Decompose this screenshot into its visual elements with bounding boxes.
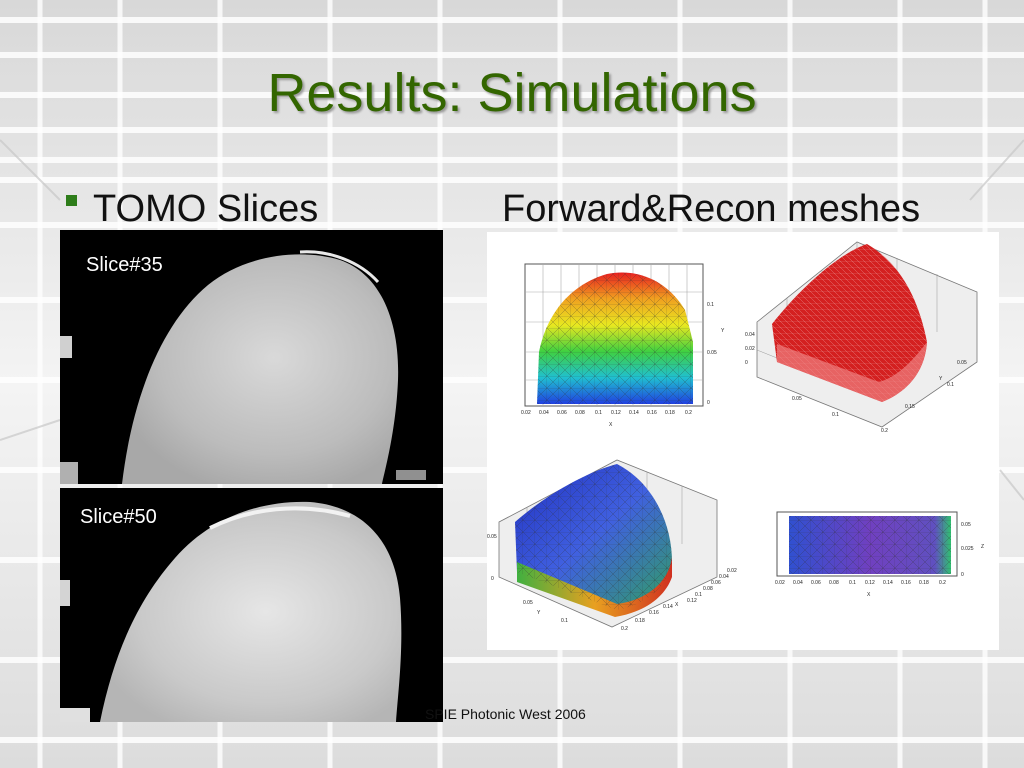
plot2-tick: 0.02	[745, 346, 755, 352]
plot1-ytick: 0.1	[707, 302, 714, 308]
plot1-xtick: 0.06	[557, 410, 567, 416]
slice-50-label: Slice#50	[80, 506, 157, 528]
plot3-axis-label: X	[675, 602, 679, 608]
mesh-subheading: Forward&Recon meshes	[502, 188, 921, 230]
plot3-tick: 0.06	[711, 580, 721, 586]
plot3-tick: 0.14	[663, 604, 673, 610]
plot1-xtick: 0.14	[629, 410, 639, 416]
plot2-tick: 0.1	[832, 412, 839, 418]
bullet-text: TOMO Slices	[93, 188, 319, 230]
plot1-xtick: 0.02	[521, 410, 531, 416]
plot2-tick: 0.05	[792, 396, 802, 402]
plot3-tick: 0.02	[727, 568, 737, 574]
plot1-xtick: 0.2	[685, 410, 692, 416]
plot1-xlabel: X	[609, 422, 613, 428]
plot3-tick: 0.18	[635, 618, 645, 624]
plot2-tick: 0	[745, 360, 748, 366]
plot4-xtick: 0.02	[775, 580, 785, 586]
ct-slice-50-scan	[60, 501, 402, 722]
plot3-tick: 0.12	[687, 598, 697, 604]
plot1-xtick: 0.04	[539, 410, 549, 416]
bullet-item: TOMO Slices	[66, 188, 318, 231]
plot4-xtick: 0.08	[829, 580, 839, 586]
plot2-tick: 0.1	[947, 382, 954, 388]
plot4-ytick: 0.05	[961, 522, 971, 528]
plot4-xtick: 0.2	[939, 580, 946, 586]
plot1-xtick: 0.18	[665, 410, 675, 416]
slice-35-label: Slice#35	[86, 254, 163, 276]
plot3-tick: 0.1	[561, 618, 568, 624]
plot3-tick: 0.2	[621, 626, 628, 632]
plot4-xtick: 0.18	[919, 580, 929, 586]
plot3-tick: 0.1	[695, 592, 702, 598]
slide-title: Results: Simulations	[267, 63, 757, 123]
bullet-square-icon	[66, 195, 77, 207]
plot3-tick: 0.08	[703, 586, 713, 592]
plot2-tick: 0.04	[745, 332, 755, 338]
plot1-ylabel: Y	[721, 328, 725, 334]
plot4-xlabel: X	[867, 592, 871, 598]
plot4-xtick: 0.04	[793, 580, 803, 586]
plot3-axis-label: Y	[537, 610, 541, 616]
mesh-plot-2: 0.04 0.02 0 0.05 0.1 0.15 0.2 0.05 0.1 Y	[745, 241, 978, 434]
plot3-tick: 0.05	[523, 600, 533, 606]
ct-slice-50-image: Slice#50	[60, 488, 443, 722]
plot4-ylabel: Z	[981, 544, 984, 550]
plot3-tick: 0	[491, 576, 494, 582]
mesh-plot-4: 0.02 0.04 0.06 0.08 0.1 0.12 0.14 0.16 0…	[775, 511, 984, 598]
plot4-ytick: 0.025	[961, 546, 974, 552]
plot4-xtick: 0.12	[865, 580, 875, 586]
mesh-figure: 0.02 0.04 0.06 0.08 0.1 0.12 0.14 0.16 0…	[487, 241, 984, 632]
plot1-ytick: 0.05	[707, 350, 717, 356]
plot4-xtick: 0.06	[811, 580, 821, 586]
plot2-tick: 0.05	[957, 360, 967, 366]
ct-slice-35-scan	[60, 250, 426, 484]
plot2-tick: 0.2	[881, 428, 888, 434]
plot1-xtick: 0.12	[611, 410, 621, 416]
plot2-tick: 0.15	[905, 404, 915, 410]
plot3-tick: 0.05	[487, 534, 497, 540]
plot3-tick: 0.04	[719, 574, 729, 580]
plot4-xtick: 0.1	[849, 580, 856, 586]
plot4-ytick: 0	[961, 572, 964, 578]
plot4-xtick: 0.14	[883, 580, 893, 586]
slide-footer: SPIE Photonic West 2006	[425, 706, 586, 722]
plot1-xtick: 0.1	[595, 410, 602, 416]
plot1-xtick: 0.08	[575, 410, 585, 416]
plot3-tick: 0.16	[649, 610, 659, 616]
plot1-ytick: 0	[707, 400, 710, 406]
plot4-xtick: 0.16	[901, 580, 911, 586]
ct-slice-35-image: Slice#35	[60, 230, 443, 484]
mesh-plot-1: 0.02 0.04 0.06 0.08 0.1 0.12 0.14 0.16 0…	[521, 263, 725, 428]
plot2-axis-label: Y	[939, 376, 943, 382]
mesh-plot-3: 0.05 0 0.05 0.1 0.02 0.04 0.06 0.08 0.1 …	[487, 459, 737, 632]
plot1-xtick: 0.16	[647, 410, 657, 416]
mesh-figure-panel: 0.02 0.04 0.06 0.08 0.1 0.12 0.14 0.16 0…	[487, 232, 999, 650]
